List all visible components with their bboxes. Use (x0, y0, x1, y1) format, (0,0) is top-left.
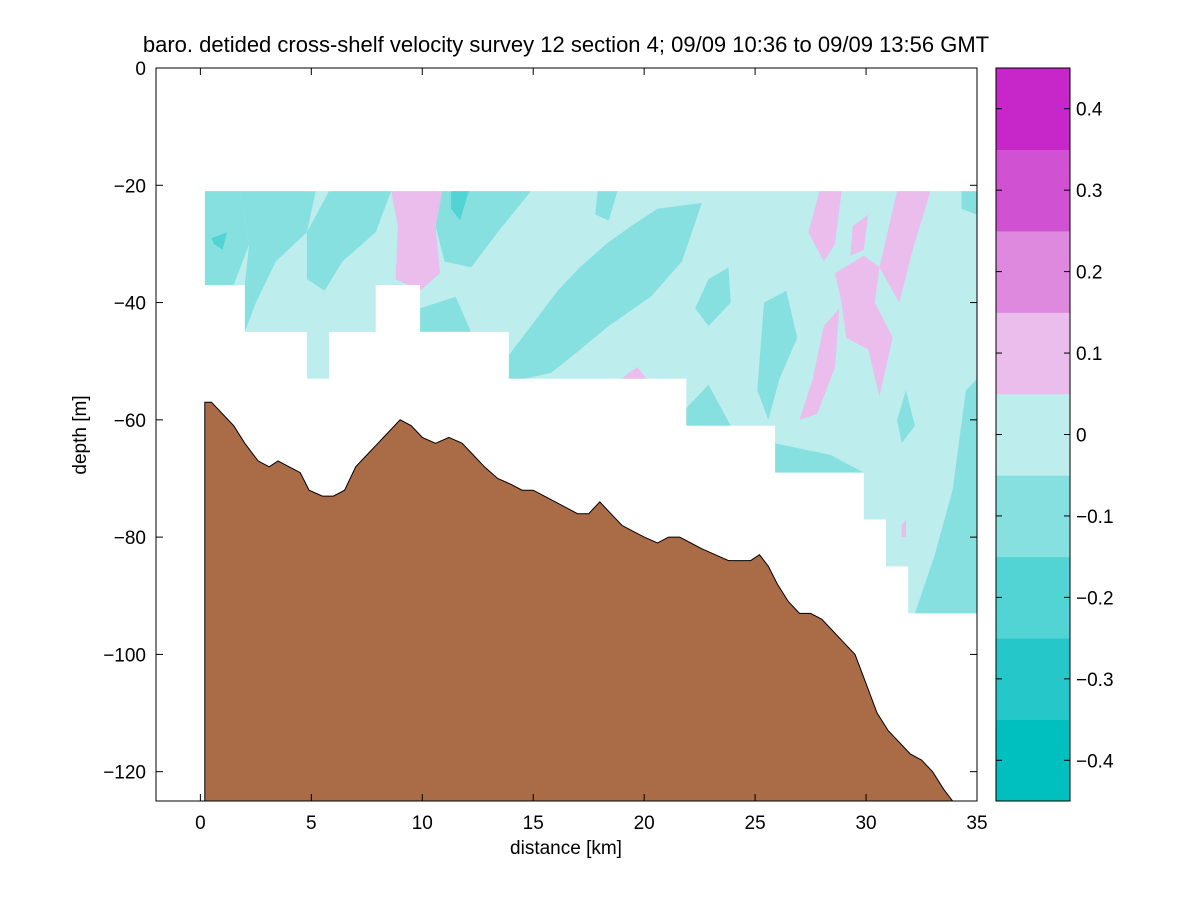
x-tick-label: 20 (634, 813, 655, 834)
y-axis-label: depth [m] (70, 395, 91, 474)
velocity-patch (901, 519, 906, 538)
colorbar-tick-label: 0.1 (1076, 344, 1102, 365)
x-tick-label: 35 (966, 813, 987, 834)
colorbar-band (996, 719, 1070, 802)
velocity-patches (204, 191, 977, 614)
velocity-patch (835, 255, 893, 397)
velocity-patch (897, 390, 915, 444)
colorbar-band (996, 230, 1070, 313)
colorbar: 0.4 0.3 0.2 0.1 0 −0.1 −0.2 −0.3 −0.4 (995, 67, 1114, 802)
velocity-patch (595, 191, 618, 221)
colorbar-tick-label: −0.1 (1076, 507, 1114, 528)
colorbar-band (996, 149, 1070, 232)
bathymetry (204, 401, 954, 802)
colorbar-tick-label: 0 (1076, 426, 1087, 447)
colorbar-band (996, 638, 1070, 721)
velocity-patch (204, 191, 250, 285)
velocity-patch (306, 191, 392, 291)
velocity-patch (413, 191, 418, 244)
colorbar-band (996, 393, 1070, 476)
x-tick-label: 15 (523, 813, 544, 834)
seafloor-polygon (204, 401, 954, 802)
velocity-patch (686, 384, 731, 426)
x-tick-label: 25 (745, 813, 766, 834)
y-axis: 0 −20 −40 −60 −80 −100 −120 (103, 59, 977, 784)
colorbar-tick-label: −0.2 (1076, 588, 1114, 609)
colorbar-band (996, 68, 1070, 150)
colorbar-band (996, 556, 1070, 639)
colorbar-band (996, 475, 1070, 558)
y-tick-label: −120 (103, 763, 146, 784)
y-tick-label: 0 (135, 59, 146, 80)
y-tick-label: −20 (114, 176, 146, 197)
chart-title: baro. detided cross-shelf velocity surve… (143, 32, 989, 57)
colorbar-tick-label: 0.2 (1076, 263, 1102, 284)
y-tick-label: −80 (114, 528, 146, 549)
plot-area: 0 5 10 15 20 25 30 35 0 −20 −40 −60 −80 −100 −120 (103, 59, 987, 834)
velocity-patch (961, 191, 977, 215)
velocity-patch (879, 191, 931, 303)
x-tick-label: 5 (306, 813, 317, 834)
velocity-patch (211, 232, 227, 250)
x-tick-label: 30 (855, 813, 876, 834)
velocity-patch (240, 191, 316, 332)
velocity-patch (808, 191, 842, 262)
velocity-patch (695, 267, 731, 326)
x-tick-label: 10 (412, 813, 433, 834)
velocity-patch (799, 308, 840, 420)
x-axis-label: distance [km] (510, 838, 622, 859)
colorbar-band (996, 312, 1070, 395)
velocity-field (204, 191, 978, 614)
colorbar-tick-label: −0.3 (1076, 670, 1114, 691)
y-tick-label: −100 (103, 645, 146, 666)
velocity-patch (775, 443, 864, 473)
velocity-patch (622, 367, 647, 379)
colorbar-tick-label: 0.3 (1076, 181, 1102, 202)
velocity-patch (508, 202, 702, 379)
x-axis: 0 5 10 15 20 25 30 35 (195, 68, 988, 834)
velocity-patch (850, 214, 869, 256)
colorbar-tick-label: −0.4 (1076, 751, 1114, 772)
velocity-patch (757, 290, 798, 420)
x-tick-label: 0 (195, 813, 206, 834)
y-tick-label: −60 (114, 411, 146, 432)
y-tick-label: −40 (114, 294, 146, 315)
velocity-patch (420, 296, 472, 332)
plot-frame (155, 67, 978, 802)
velocity-patch (391, 191, 443, 291)
velocity-patch (451, 191, 469, 221)
velocity-patch (914, 378, 977, 614)
colorbar-tick-label: 0.4 (1076, 100, 1103, 121)
